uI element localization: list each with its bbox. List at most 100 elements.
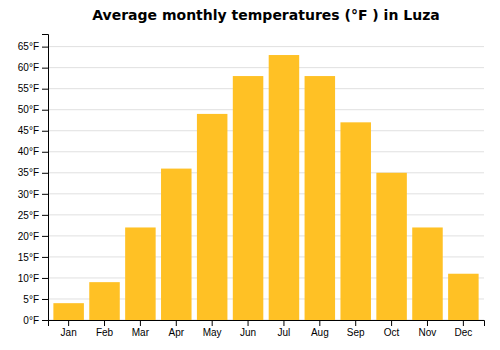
- y-tick-mark: [42, 131, 48, 132]
- y-tick: 50°F: [18, 104, 48, 115]
- y-tick-label: 10°F: [18, 273, 39, 284]
- x-tick-label: Apr: [169, 327, 185, 338]
- x-tick-label: Oct: [384, 327, 400, 338]
- y-tick-mark: [42, 47, 48, 48]
- bar: [53, 303, 84, 320]
- bar: [125, 227, 156, 320]
- y-tick-mark: [42, 215, 48, 216]
- x-tick-label: Aug: [311, 327, 329, 338]
- y-tick-label: 30°F: [18, 189, 39, 200]
- y-tick-label: 65°F: [18, 41, 39, 52]
- y-tick-label: 25°F: [18, 210, 39, 221]
- bar: [89, 282, 120, 320]
- y-tick: 5°F: [23, 294, 48, 305]
- x-axis-line: [49, 321, 485, 327]
- y-tick-mark: [42, 194, 48, 195]
- x-tick-label: Sep: [347, 327, 365, 338]
- x-tick: Nov: [419, 320, 437, 338]
- title: Average monthly temperatures (°F ) in Lu…: [92, 7, 439, 23]
- y-tick: 60°F: [18, 62, 48, 73]
- y-tick: 20°F: [18, 231, 48, 242]
- y-tick-label: 60°F: [18, 62, 39, 73]
- x-tick-label: Jun: [240, 327, 256, 338]
- y-tick: 25°F: [18, 210, 48, 221]
- y-tick: 15°F: [18, 252, 48, 263]
- x-tick-mark: [176, 320, 177, 326]
- y-tick-mark: [42, 68, 48, 69]
- y-tick: 65°F: [18, 41, 48, 52]
- x-tick: Jun: [240, 320, 256, 338]
- x-tick-label: Nov: [419, 327, 437, 338]
- y-axis-line: [42, 35, 49, 321]
- grid-line: [48, 88, 484, 89]
- grid-line: [48, 193, 484, 194]
- grid: [48, 47, 484, 320]
- y-tick-mark: [42, 110, 48, 111]
- x-tick-mark: [212, 320, 213, 326]
- grid-line: [48, 172, 484, 173]
- x-tick-mark: [140, 320, 141, 326]
- x-tick-label: Dec: [454, 327, 472, 338]
- y-tick: 30°F: [18, 189, 48, 200]
- x-tick-label: Mar: [132, 327, 150, 338]
- x-tick: Jan: [61, 320, 77, 338]
- x-tick-mark: [463, 320, 464, 326]
- bar: [376, 173, 407, 320]
- y-tick-label: 50°F: [18, 104, 39, 115]
- grid-line: [48, 67, 484, 68]
- y-tick-mark: [42, 278, 48, 279]
- x-tick-mark: [283, 320, 284, 326]
- x-tick: Aug: [311, 320, 329, 338]
- x-tick-mark: [319, 320, 320, 326]
- y-tick-label: 5°F: [23, 294, 39, 305]
- plot: 0°F 5°F 10°F 15°F 20°F 25°F 30°F 35°F 40°F 45°F 50…: [18, 35, 485, 339]
- y-tick: 55°F: [18, 83, 48, 94]
- x-tick-mark: [355, 320, 356, 326]
- bar: [340, 122, 371, 320]
- x-tick: Dec: [454, 320, 472, 338]
- chart: 0°F 5°F 10°F 15°F 20°F 25°F 30°F 35°F 40°F 45°F 50…: [0, 0, 500, 350]
- bar: [197, 114, 228, 320]
- y-tick-mark: [42, 299, 48, 300]
- y-tick: 0°F: [23, 315, 48, 326]
- grid-line: [48, 130, 484, 131]
- y-tick-label: 0°F: [23, 315, 39, 326]
- x-tick-mark: [104, 320, 105, 326]
- y-tick: 10°F: [18, 273, 48, 284]
- x-tick-mark: [391, 320, 392, 326]
- y-tick-label: 35°F: [18, 167, 39, 178]
- x-tick: Sep: [347, 320, 365, 338]
- x-tick: Jul: [278, 320, 291, 338]
- x-tick: Feb: [96, 320, 114, 338]
- bars: [53, 55, 478, 320]
- y-tick-label: 15°F: [18, 252, 39, 263]
- y-tick-label: 55°F: [18, 83, 39, 94]
- x-tick-label: May: [203, 327, 222, 338]
- y-tick: 40°F: [18, 146, 48, 157]
- y-tick: 35°F: [18, 167, 48, 178]
- x-tick-mark: [427, 320, 428, 326]
- grid-line: [48, 214, 484, 215]
- grid-line: [48, 46, 484, 47]
- y-tick-label: 20°F: [18, 231, 39, 242]
- grid-line: [48, 109, 484, 110]
- x-tick: Apr: [169, 320, 185, 338]
- y-tick-mark: [42, 236, 48, 237]
- bar: [161, 169, 192, 320]
- grid-line: [48, 151, 484, 152]
- y-tick-mark: [42, 320, 48, 321]
- bar: [412, 227, 443, 320]
- y-tick: 45°F: [18, 125, 48, 136]
- bar: [305, 76, 336, 320]
- x-tick-label: Feb: [96, 327, 114, 338]
- bar: [233, 76, 264, 320]
- x-tick: May: [203, 320, 222, 338]
- x-tick-label: Jul: [278, 327, 291, 338]
- y-tick-label: 40°F: [18, 146, 39, 157]
- y-axis: 0°F 5°F 10°F 15°F 20°F 25°F 30°F 35°F 40°F 45°F 50…: [18, 35, 49, 326]
- x-tick: Mar: [132, 320, 150, 338]
- y-tick-mark: [42, 173, 48, 174]
- y-tick-label: 45°F: [18, 125, 39, 136]
- x-tick-mark: [248, 320, 249, 326]
- y-tick-mark: [42, 89, 48, 90]
